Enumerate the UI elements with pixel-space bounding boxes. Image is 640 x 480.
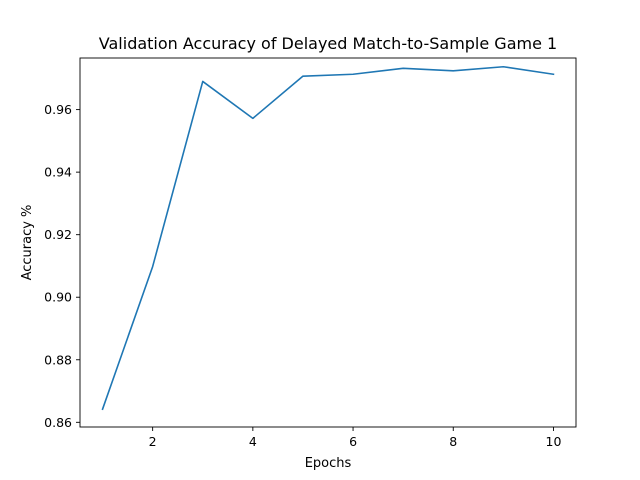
chart-title: Validation Accuracy of Delayed Match-to-… (99, 34, 557, 53)
plot-frame (79, 57, 577, 428)
y-tick-label: 0.92 (44, 227, 72, 242)
y-tick-label: 0.88 (44, 352, 72, 367)
y-tick-label: 0.94 (44, 165, 72, 180)
y-tick-label: 0.96 (44, 102, 72, 117)
y-tick-label: 0.86 (44, 415, 72, 430)
series-layer (101, 65, 555, 411)
x-axis-label: Epochs (305, 456, 352, 471)
y-tick-label: 0.90 (44, 290, 72, 305)
x-tick-label: 4 (249, 434, 257, 449)
x-tick-label: 2 (149, 434, 157, 449)
accuracy-series-line (101, 65, 555, 411)
x-tick-label: 10 (546, 434, 562, 449)
y-axis-ticks: 0.86 0.88 0.90 0.92 0.94 0.96 (44, 102, 80, 430)
x-axis-ticks: 2 4 6 8 10 (149, 427, 562, 449)
x-tick-label: 6 (349, 434, 357, 449)
y-axis-label: Accuracy % (20, 205, 35, 281)
x-tick-label: 8 (449, 434, 457, 449)
